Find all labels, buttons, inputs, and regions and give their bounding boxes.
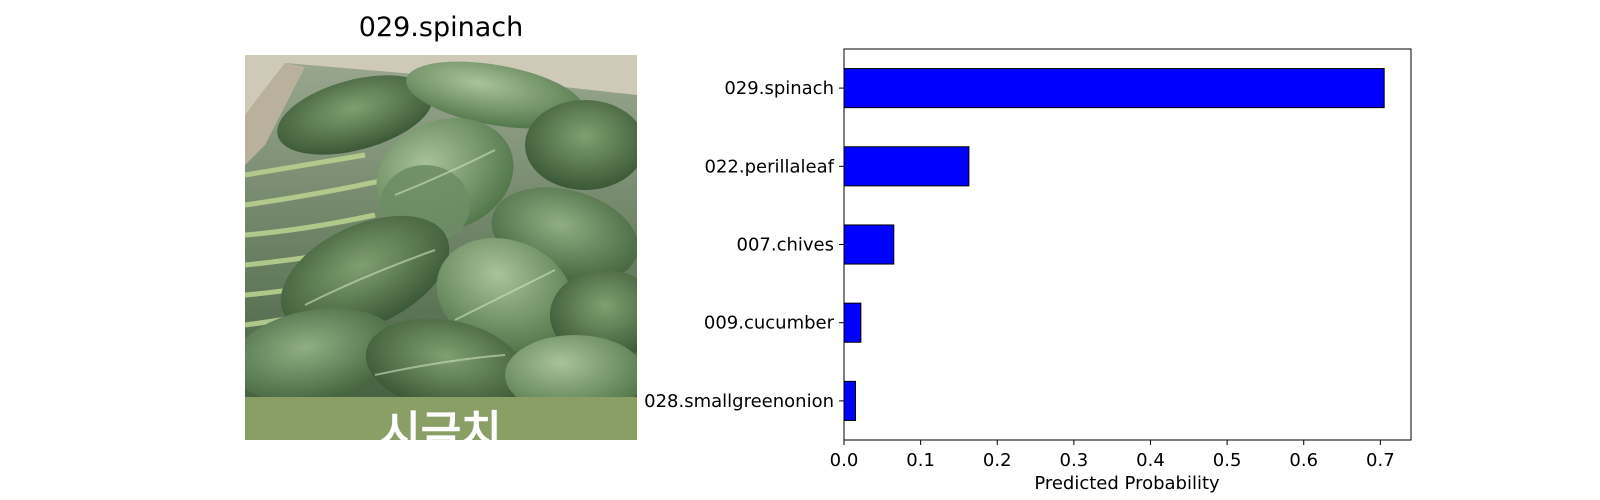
bar-009.cucumber <box>843 302 862 343</box>
x-tick-label: 0.7 <box>1366 450 1395 471</box>
x-tick-label: 0.3 <box>1060 450 1089 471</box>
bar-029.spinach <box>843 68 1385 109</box>
y-tick-label: 029.spinach <box>724 78 834 99</box>
bar-007.chives <box>843 224 895 265</box>
y-tick-label: 007.chives <box>737 235 835 256</box>
y-tick-label: 028.smallgreenonion <box>644 391 834 412</box>
bar-022.perillaleaf <box>843 146 970 187</box>
x-tick-label: 0.1 <box>906 450 935 471</box>
x-axis-label: Predicted Probability <box>1034 473 1220 494</box>
x-tick-label: 0.6 <box>1289 450 1318 471</box>
spinach-photo: 시금치 <box>245 55 637 440</box>
x-tick-label: 0.5 <box>1213 450 1242 471</box>
x-tick-label: 0.2 <box>983 450 1012 471</box>
y-tick-label: 022.perillaleaf <box>705 156 835 177</box>
x-tick-label: 0.0 <box>830 450 859 471</box>
photo-caption: 시금치 <box>380 407 501 440</box>
y-tick-label: 009.cucumber <box>704 313 835 334</box>
x-tick-label: 0.4 <box>1136 450 1165 471</box>
bar-028.smallgreenonion <box>843 380 856 421</box>
image-title: 029.spinach <box>358 12 524 43</box>
